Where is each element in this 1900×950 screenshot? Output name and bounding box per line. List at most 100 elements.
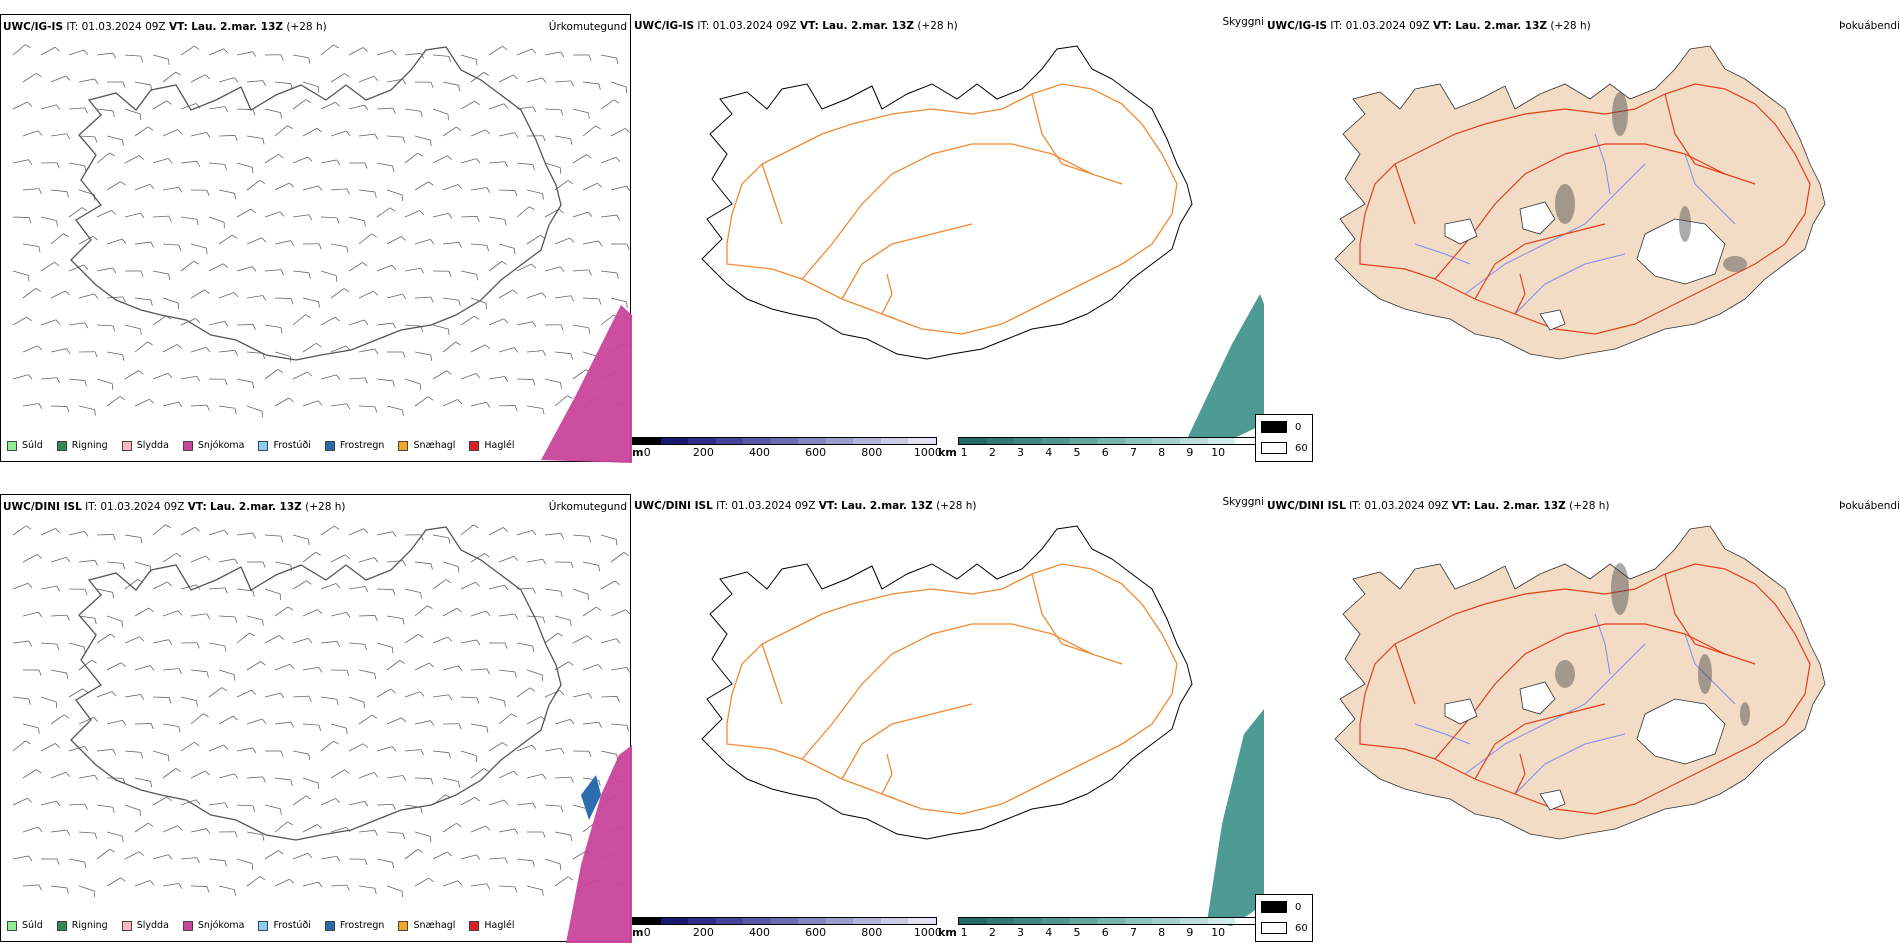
wind-barb-flag — [176, 344, 182, 349]
wind-barb — [572, 369, 587, 380]
wind-barb — [22, 769, 37, 779]
wind-barb — [376, 49, 393, 56]
colorbar-segment — [1041, 918, 1070, 924]
wind-barb — [460, 854, 477, 860]
wind-barb — [190, 885, 208, 887]
wind-barb — [152, 270, 169, 275]
wind-barb-flag — [252, 324, 256, 331]
wind-barb-flag — [374, 673, 377, 680]
colorbar-segment — [1152, 918, 1181, 924]
wind-barb — [488, 696, 505, 702]
wind-barb — [68, 107, 85, 110]
wind-barb — [124, 155, 140, 164]
wind-barb-flag — [569, 719, 575, 725]
wind-barb-flag — [138, 851, 144, 857]
wind-barb — [292, 270, 309, 274]
wind-barb — [40, 585, 57, 590]
wind-barb — [22, 611, 39, 617]
wind-barb-flag — [277, 369, 284, 373]
panel-title-visibility-row2: UWC/DINI ISL IT: 01.03.2024 09Z VT: Lau.… — [634, 500, 977, 512]
wind-barb — [134, 777, 151, 782]
wind-barb — [180, 857, 197, 860]
wind-barb-flag — [616, 696, 620, 703]
wind-barb — [516, 48, 532, 56]
wind-barb-flag — [346, 670, 350, 677]
wind-barb — [330, 345, 346, 353]
wind-barb — [330, 188, 347, 191]
wind-barb — [358, 290, 374, 299]
wind-barb-flag — [362, 47, 368, 52]
wind-barb — [348, 47, 364, 56]
wind-barb — [124, 54, 141, 57]
colorbar-tick-label: 800 — [861, 926, 883, 939]
wind-barb — [12, 374, 29, 380]
wind-barb-flag — [54, 46, 60, 52]
wind-barb-flag — [56, 220, 58, 227]
wind-barb-flag — [476, 216, 480, 223]
wind-barb-flag — [346, 728, 348, 735]
wind-barb — [22, 554, 38, 563]
wind-barb — [302, 400, 319, 407]
wind-barb — [386, 885, 403, 892]
wind-barb — [554, 776, 571, 779]
wind-barb-flag — [456, 607, 462, 613]
wind-barb — [264, 269, 281, 272]
colorbar-segment — [770, 918, 799, 924]
wind-barb-flag — [588, 693, 593, 699]
wind-barb — [554, 295, 571, 299]
wind-barb — [40, 800, 57, 806]
wind-barb — [134, 183, 151, 191]
wind-barb-flag — [514, 886, 518, 893]
wind-barb — [320, 216, 337, 219]
wind-barb — [162, 668, 179, 671]
precip-legend-label: Frostregn — [339, 440, 385, 451]
wind-barb — [320, 740, 334, 752]
wind-barb — [386, 78, 403, 83]
wind-barb — [470, 723, 487, 728]
wind-barb — [162, 883, 179, 887]
wind-barb — [78, 235, 94, 245]
wind-barb — [358, 885, 375, 889]
wind-barb-flag — [234, 408, 237, 415]
wind-barb — [106, 135, 123, 141]
wind-barb-flag — [176, 552, 182, 558]
wind-barb-flag — [262, 561, 266, 568]
wind-barb-flag — [279, 211, 285, 217]
wind-barb-flag — [374, 191, 377, 198]
wind-barb — [68, 207, 83, 218]
wind-barb — [358, 829, 375, 833]
wind-barb — [40, 743, 56, 752]
wind-barb-flag — [531, 744, 537, 750]
wind-barb — [498, 347, 515, 353]
precip-legend: Súld Rigning Slydda Snjókoma Frostúði Frostre… — [7, 440, 529, 451]
wind-barb — [516, 321, 533, 326]
wind-barb-flag — [447, 851, 453, 857]
wind-barb-flag — [595, 125, 601, 130]
wind-barbs — [12, 44, 631, 418]
wind-barb — [68, 264, 84, 272]
wind-barb — [208, 48, 224, 56]
wind-barb — [152, 796, 168, 806]
wind-barb-flag — [178, 187, 183, 193]
wind-barb — [106, 831, 123, 837]
wind-barb — [218, 885, 235, 890]
precip-legend-item: Rigning — [56, 920, 108, 931]
wind-barb-flag — [287, 606, 294, 611]
wind-barb-flag — [94, 775, 99, 781]
wind-barb-flag — [206, 828, 211, 834]
wind-barb — [526, 189, 543, 194]
wind-barb — [246, 237, 262, 245]
wind-barb-flag — [597, 182, 603, 188]
wind-barb — [470, 72, 485, 83]
wind-barb — [274, 606, 289, 617]
wind-barb — [432, 370, 447, 380]
colorbar-segment — [1097, 438, 1125, 444]
wind-barb-flag — [66, 133, 71, 140]
colorbar-segment — [908, 918, 937, 924]
wind-barb — [12, 640, 29, 644]
wind-barb-flag — [427, 605, 433, 609]
wind-barb — [22, 288, 37, 299]
wind-barb — [106, 662, 122, 671]
wind-barb-flag — [147, 126, 154, 131]
wind-barb — [152, 157, 169, 164]
